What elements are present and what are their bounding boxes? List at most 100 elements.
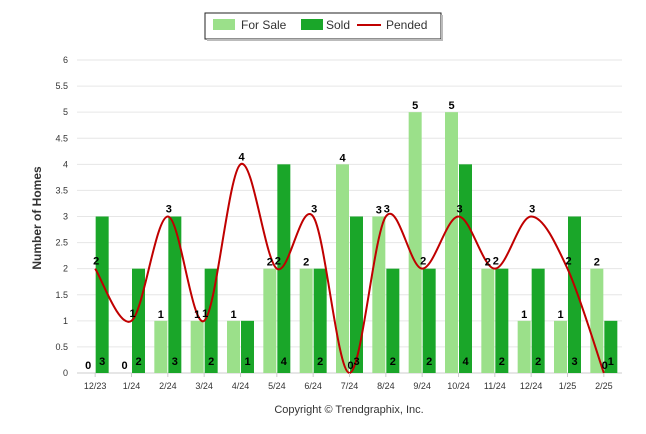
bar-sold	[204, 268, 218, 373]
y-tick-label: 0	[63, 368, 68, 378]
data-label-for-sale: 2	[485, 257, 491, 269]
bar-sold	[241, 320, 254, 373]
legend-shadow	[441, 15, 443, 41]
x-tick-label: 12/24	[520, 381, 543, 391]
data-label-pended: 3	[529, 204, 535, 216]
y-tick-label: 3.5	[55, 185, 68, 195]
data-label-for-sale: 1	[557, 309, 563, 321]
data-label-sold: 2	[135, 356, 141, 368]
data-label-pended: 2	[93, 256, 99, 268]
legend-shadow-bottom	[207, 39, 443, 41]
x-tick-label: 3/24	[195, 381, 213, 391]
y-tick-label: 6	[63, 55, 68, 65]
y-axis-title: Number of Homes	[30, 166, 44, 270]
y-tick-label: 3	[63, 212, 68, 222]
data-label-sold: 2	[535, 356, 541, 368]
data-label-sold: 1	[608, 356, 614, 368]
bar-sold	[459, 164, 472, 373]
data-label-for-sale: 0	[121, 360, 127, 372]
bar-sold	[95, 216, 109, 373]
y-tick-label: 5	[63, 107, 68, 117]
data-label-for-sale: 3	[376, 205, 382, 217]
data-label-pended: 3	[456, 204, 462, 216]
data-label-pended: 3	[384, 204, 390, 216]
y-tick-label: 2	[63, 264, 68, 274]
x-axis-ticks: 12/23 1/24 2/24 3/24 4/24 5/24 6/24 7/24 8/24 9/2…	[84, 373, 613, 391]
x-tick-label: 11/24	[484, 381, 506, 391]
bar-sold	[422, 268, 436, 373]
y-tick-label: 2.5	[55, 238, 68, 248]
y-tick-label: 4	[63, 159, 68, 169]
bar-sold	[568, 216, 581, 373]
x-tick-label: 8/24	[377, 381, 395, 391]
data-label-pended: 3	[166, 204, 172, 216]
pended-line-group	[94, 163, 605, 375]
data-label-pended: 1	[129, 308, 135, 320]
data-label-pended: 2	[493, 256, 499, 268]
data-label-sold: 2	[499, 356, 505, 368]
bar-for-sale	[481, 268, 495, 373]
data-label-sold: 2	[426, 356, 432, 368]
data-label-pended: 2	[275, 256, 281, 268]
bar-for-sale	[590, 268, 604, 373]
legend: For Sale Sold Pended	[204, 12, 443, 41]
y-tick-label: 1	[63, 316, 68, 326]
y-axis-ticks: 0 0.5 1 1.5 2 2.5 3 3.5 4 4.5 5 5.5 6	[55, 55, 68, 378]
data-label-pended: 0	[602, 360, 608, 372]
bar-sold	[168, 216, 182, 373]
data-label-for-sale: 2	[267, 257, 273, 269]
data-label-for-sale: 4	[339, 152, 346, 164]
data-label-for-sale: 1	[230, 309, 236, 321]
y-tick-label: 4.5	[55, 133, 68, 143]
bar-for-sale	[190, 320, 204, 373]
bar-for-sale	[154, 320, 168, 373]
legend-swatch-for-sale	[213, 19, 235, 30]
x-tick-label: 6/24	[304, 381, 322, 391]
bar-for-sale	[445, 112, 458, 374]
y-tick-label: 0.5	[55, 342, 68, 352]
bar-for-sale	[336, 164, 349, 373]
bar-for-sale	[408, 112, 422, 374]
data-label-sold: 3	[172, 356, 178, 368]
data-label-for-sale: 1	[521, 309, 527, 321]
legend-swatch-sold	[301, 19, 323, 30]
x-tick-label: 12/23	[84, 381, 107, 391]
x-tick-label: 5/24	[268, 381, 286, 391]
bar-for-sale	[299, 268, 313, 373]
data-label-sold: 3	[353, 356, 359, 368]
bar-sold	[313, 268, 327, 373]
y-tick-label: 5.5	[55, 81, 68, 91]
bar-sold	[277, 164, 291, 373]
data-label-sold: 3	[571, 356, 577, 368]
bar-sold	[604, 320, 618, 373]
data-label-pended: 4	[238, 151, 245, 163]
data-label-pended: 2	[420, 256, 426, 268]
data-label-for-sale: 0	[85, 360, 91, 372]
x-tick-label: 7/24	[341, 381, 359, 391]
legend-label-for-sale: For Sale	[241, 18, 287, 32]
data-label-sold: 2	[317, 356, 323, 368]
bar-sold	[350, 216, 363, 373]
bar-for-sale	[227, 320, 240, 373]
legend-label-sold: Sold	[326, 18, 350, 32]
x-tick-label: 1/25	[559, 381, 577, 391]
data-label-sold: 4	[462, 356, 469, 368]
data-label-for-sale: 1	[194, 309, 200, 321]
x-tick-label: 2/25	[595, 381, 613, 391]
data-label-for-sale: 5	[412, 100, 418, 112]
legend-label-pended: Pended	[386, 18, 427, 32]
data-label-sold: 3	[99, 356, 105, 368]
data-label-for-sale: 2	[303, 257, 309, 269]
bar-sold	[386, 268, 400, 373]
data-label-pended: 2	[565, 256, 571, 268]
bar-for-sale	[554, 320, 567, 373]
x-tick-label: 2/24	[159, 381, 177, 391]
data-label-sold: 1	[244, 356, 250, 368]
data-label-pended: 0	[347, 360, 353, 372]
data-label-for-sale: 2	[594, 257, 600, 269]
bar-for-sale	[517, 320, 531, 373]
x-tick-label: 10/24	[447, 381, 470, 391]
data-label-sold: 2	[390, 356, 396, 368]
